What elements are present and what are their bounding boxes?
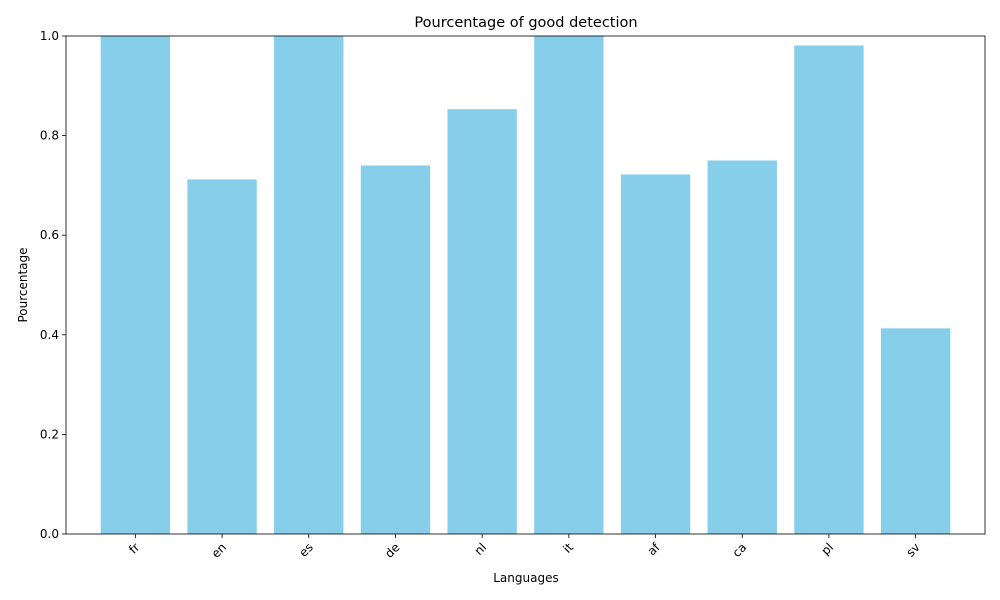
x-axis-label: Languages [493,571,558,585]
y-axis-label: Pourcentage [16,247,30,322]
axes-group [65,35,986,535]
bar-nl [447,109,517,535]
bar-es [274,36,344,534]
chart-title: Pourcentage of good detection [414,15,637,31]
bar-af [620,174,691,534]
y-tick-label: 0.0 [40,527,59,541]
bar-en [187,179,257,535]
y-ticks-group: 0.0 0.2 0.4 0.6 0.8 1.0 [40,29,66,541]
bar-it [534,36,604,534]
y-tick-label: 1.0 [40,29,59,43]
y-tick-label: 0.2 [40,427,59,441]
axes-frame [65,35,986,535]
bar-ca [707,160,777,534]
bar-fr [100,36,171,534]
bar-de [360,165,431,535]
y-tick-label: 0.6 [40,228,59,242]
bar-sv [880,328,951,534]
y-tick-label: 0.4 [40,328,59,342]
y-tick-label: 0.8 [40,129,59,143]
bars-group [100,36,951,535]
bar-pl [794,45,864,535]
